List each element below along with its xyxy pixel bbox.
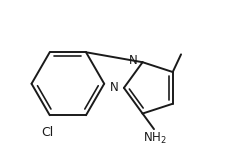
Text: Cl: Cl: [41, 126, 54, 139]
Text: NH$_2$: NH$_2$: [143, 131, 167, 146]
Text: N: N: [110, 81, 119, 94]
Text: N: N: [129, 54, 137, 67]
